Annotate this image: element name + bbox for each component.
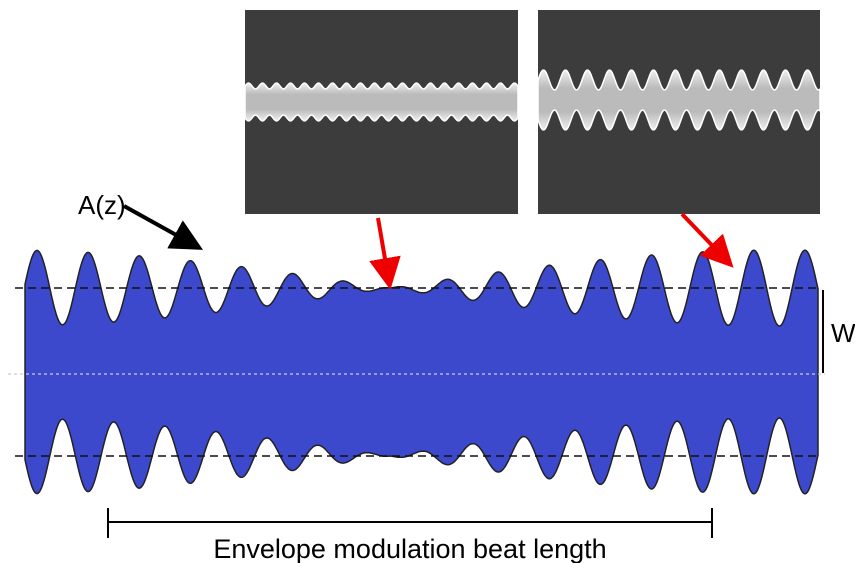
beat-length-label: Envelope modulation beat length [213,534,606,563]
arrow [680,212,734,268]
amplitude-label: A(z) [78,190,126,220]
sem-waveguide [537,69,821,131]
sem-waveguide [244,82,519,122]
waveguide [24,249,819,495]
width-label: W [831,318,855,348]
arrow [123,204,203,250]
arrow [369,217,401,290]
